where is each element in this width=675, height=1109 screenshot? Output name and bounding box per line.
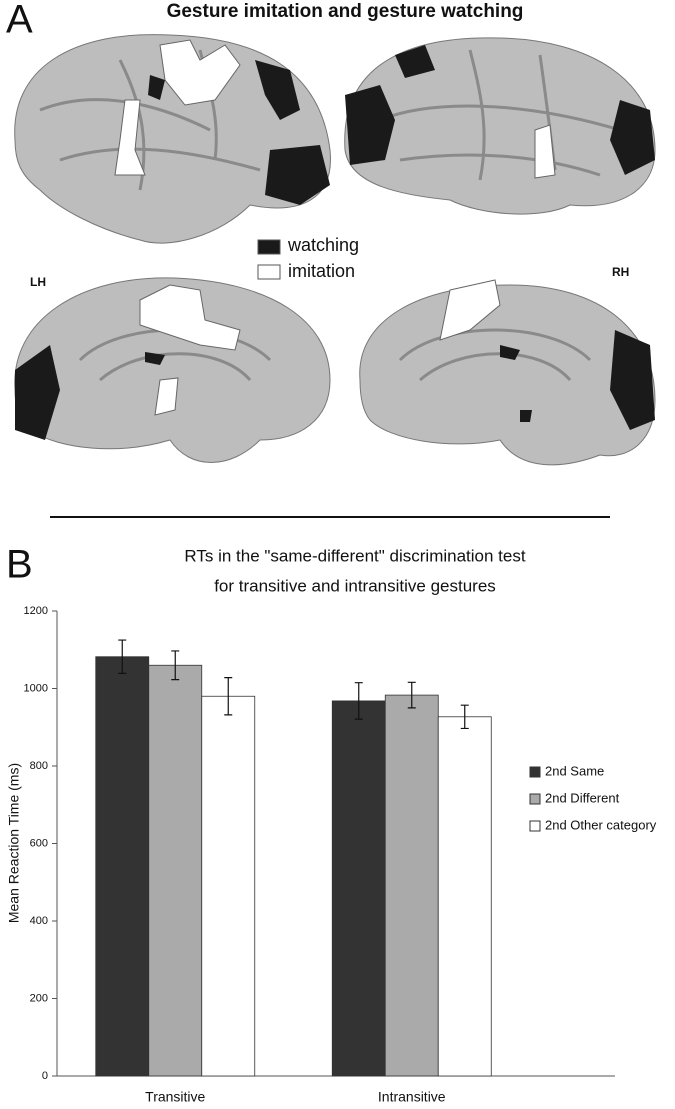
y-tick-label: 400 <box>30 915 48 927</box>
y-tick-label: 600 <box>30 837 48 849</box>
hemisphere-label: RH <box>612 265 629 279</box>
bar <box>331 700 386 1077</box>
error-bar <box>460 704 469 730</box>
panel-title: Gesture imitation and gesture watching <box>167 1 524 22</box>
panel-letter: A <box>6 0 33 42</box>
legend-swatch <box>257 239 281 255</box>
chart-title: for transitive and intransitive gestures <box>214 576 496 595</box>
error-bar <box>171 650 180 681</box>
error-bar <box>407 681 416 709</box>
legend-label: 2nd Other category <box>545 817 657 832</box>
bar <box>95 656 150 1077</box>
legend-label: 2nd Different <box>545 790 620 805</box>
brain-lateral-right <box>344 37 656 215</box>
legend-label: imitation <box>288 261 355 281</box>
legend-swatch <box>257 264 281 280</box>
bar <box>437 716 492 1077</box>
x-tick-label: Intransitive <box>378 1089 446 1105</box>
chart-title: RTs in the "same-different" discriminati… <box>184 546 525 565</box>
y-tick-label: 0 <box>42 1070 48 1082</box>
bar <box>384 694 439 1077</box>
hemisphere-label: LH <box>30 275 46 289</box>
legend-swatch <box>529 793 541 805</box>
y-tick-label: 200 <box>30 992 48 1004</box>
brain-lateral-left <box>14 34 331 244</box>
y-axis-label: Mean Reaction Time (ms) <box>6 763 22 923</box>
brain-medial-left <box>14 277 331 463</box>
error-bar <box>224 677 233 716</box>
bar <box>201 695 256 1077</box>
brain-medial-right <box>359 279 656 466</box>
legend-label: 2nd Same <box>545 763 604 778</box>
y-tick-label: 1000 <box>24 682 48 694</box>
error-bar <box>118 639 127 674</box>
error-bar <box>354 682 363 720</box>
bar <box>148 664 203 1077</box>
x-tick-label: Transitive <box>145 1089 205 1105</box>
legend-swatch <box>529 766 541 778</box>
y-tick-label: 1200 <box>24 605 48 617</box>
legend-label: watching <box>287 235 359 255</box>
y-tick-label: 800 <box>30 760 48 772</box>
panel-letter: B <box>6 543 33 587</box>
legend-swatch <box>529 820 541 832</box>
